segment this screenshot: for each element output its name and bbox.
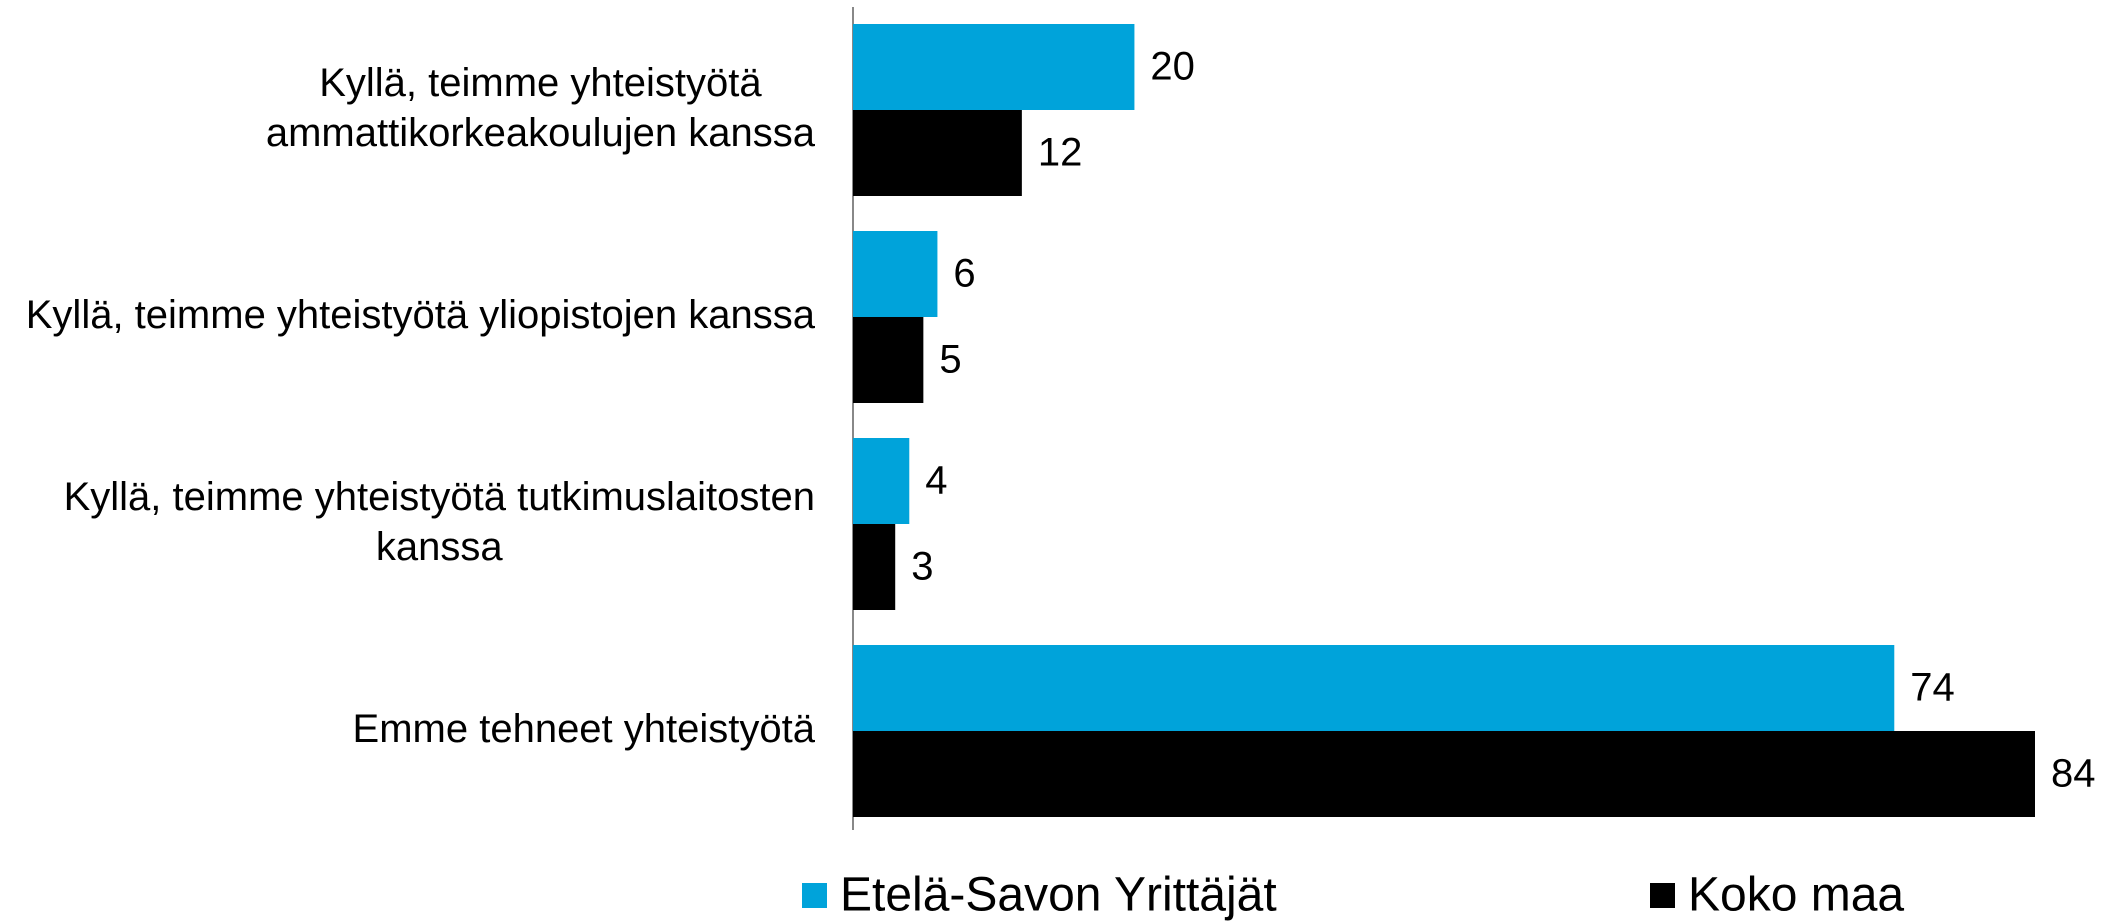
category-label-line: Kyllä, teimme yhteistyötä — [319, 61, 762, 105]
value-label: 5 — [939, 338, 961, 382]
category-label: Kyllä, teimme yhteistyötä tutkimuslaitos… — [64, 475, 815, 569]
bar — [853, 731, 2035, 817]
value-label: 3 — [911, 545, 933, 589]
category-label-line: Emme tehneet yhteistyötä — [353, 707, 816, 751]
value-label: 12 — [1038, 131, 1083, 175]
bar — [853, 645, 1895, 731]
value-label: 4 — [925, 459, 947, 503]
legend-label: Etelä-Savon Yrittäjät — [840, 869, 1277, 922]
category-label-line: Kyllä, teimme yhteistyötä tutkimuslaitos… — [64, 475, 815, 519]
legend-label: Koko maa — [1688, 869, 1904, 922]
bar — [853, 317, 924, 403]
category-label-line: ammattikorkeakoulujen kanssa — [266, 111, 816, 155]
legend-swatch — [1650, 883, 1675, 908]
category-label: Kyllä, teimme yhteistyötä yliopistojen k… — [26, 293, 816, 337]
bar — [853, 231, 938, 317]
value-label: 74 — [1910, 666, 1955, 710]
value-label: 20 — [1150, 45, 1195, 89]
bar — [853, 110, 1022, 196]
value-label: 84 — [2051, 752, 2096, 796]
bar — [853, 524, 896, 610]
value-label: 6 — [953, 252, 975, 296]
bar — [853, 438, 910, 524]
bar — [853, 24, 1135, 110]
category-label-line: kanssa — [376, 525, 503, 569]
category-label: Kyllä, teimme yhteistyötä ammattikorkeako… — [266, 61, 816, 155]
category-label: Emme tehneet yhteistyötä — [353, 707, 816, 751]
legend-swatch — [802, 883, 827, 908]
category-label-line: Kyllä, teimme yhteistyötä yliopistojen k… — [26, 293, 816, 337]
